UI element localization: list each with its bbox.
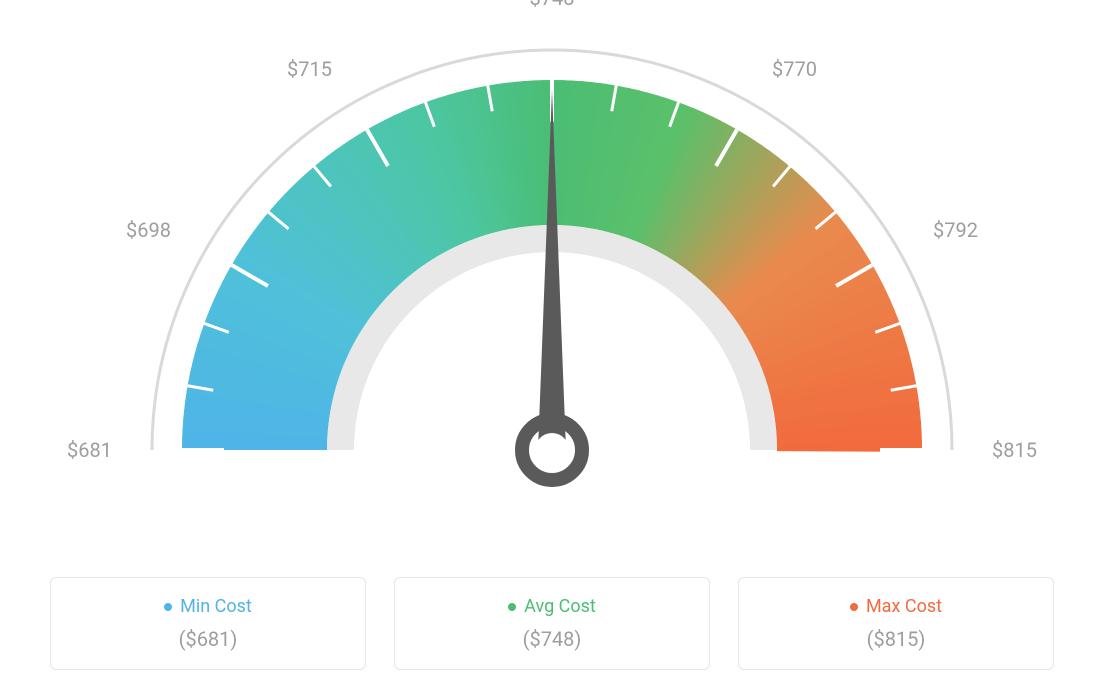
gauge-tick-label: $698	[126, 218, 171, 242]
legend-card-avg: Avg Cost ($748)	[394, 577, 710, 671]
gauge-tick-label: $681	[67, 438, 112, 462]
legend-value-avg: ($748)	[405, 627, 699, 651]
gauge-tick-label: $748	[530, 0, 575, 10]
legend-title-avg: Avg Cost	[508, 596, 596, 617]
gauge-tick-label: $770	[772, 57, 817, 81]
gauge-svg	[132, 20, 972, 540]
legend-title-min: Min Cost	[164, 596, 252, 617]
legend-value-max: ($815)	[749, 627, 1043, 651]
gauge-tick-label: $792	[933, 218, 978, 242]
gauge-tick-label: $815	[992, 438, 1037, 462]
legend-label: Max Cost	[866, 596, 942, 617]
legend-label: Min Cost	[180, 596, 252, 617]
legend-row: Min Cost ($681) Avg Cost ($748) Max Cost…	[0, 577, 1104, 671]
gauge-tick-label: $715	[287, 57, 332, 81]
legend-card-min: Min Cost ($681)	[50, 577, 366, 671]
legend-card-max: Max Cost ($815)	[738, 577, 1054, 671]
legend-value-min: ($681)	[61, 627, 355, 651]
gauge-chart: $681 $698 $715 $748 $770 $792 $815	[0, 0, 1104, 560]
legend-label: Avg Cost	[524, 596, 596, 617]
legend-title-max: Max Cost	[850, 596, 942, 617]
